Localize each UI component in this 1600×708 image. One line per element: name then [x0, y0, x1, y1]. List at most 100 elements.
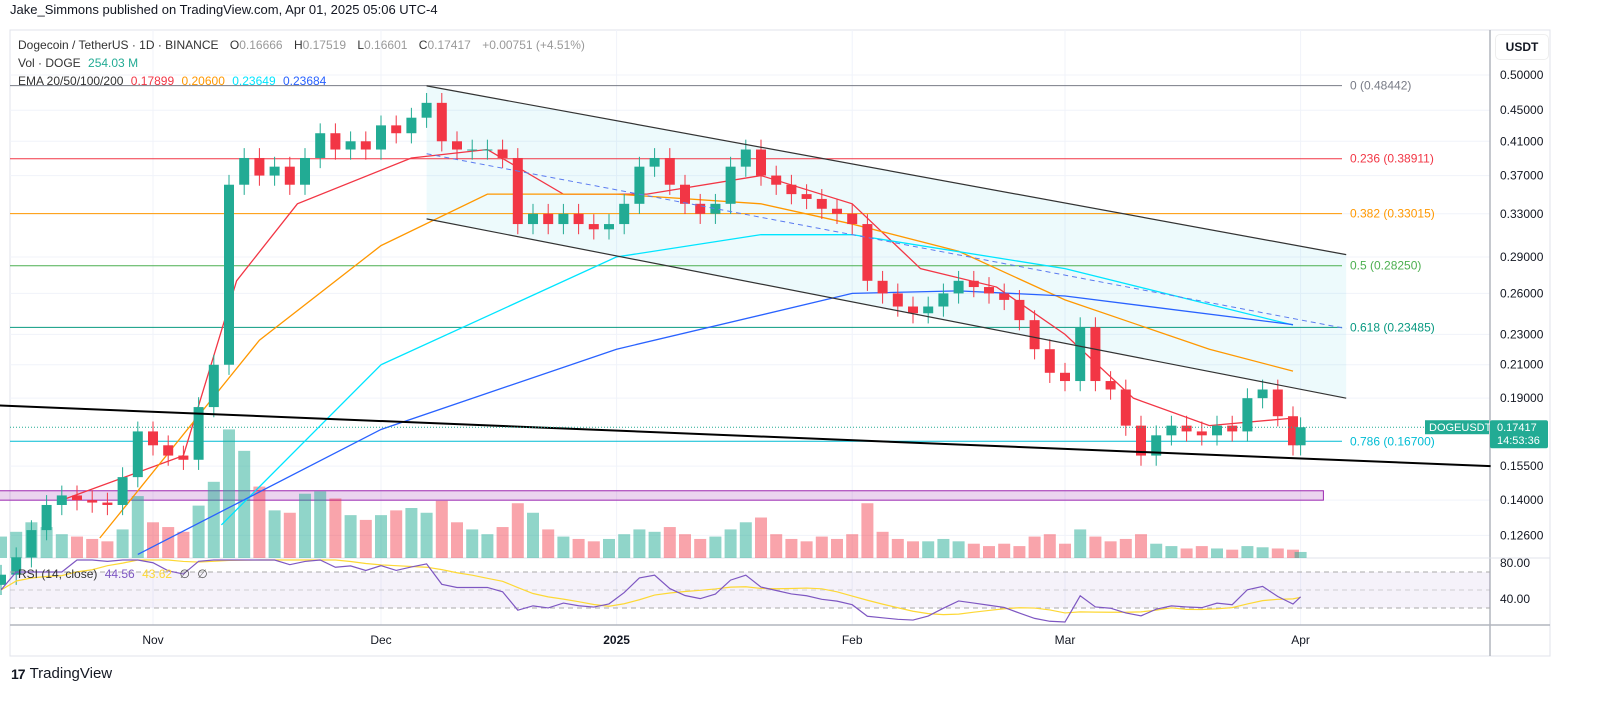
volume-bar [466, 529, 479, 558]
candle-body [573, 213, 584, 225]
candle-body [801, 194, 812, 199]
candle [87, 490, 98, 513]
candle-body [1014, 299, 1025, 321]
candle [1272, 379, 1283, 427]
high-value: 0.17519 [302, 38, 347, 52]
volume-bar [587, 541, 600, 558]
candle-body [1029, 320, 1040, 350]
currency-button[interactable]: USDT [1495, 34, 1549, 60]
candle [832, 198, 842, 224]
candle-body [695, 203, 706, 214]
volume-bar [770, 534, 783, 558]
volume-bar [435, 500, 448, 558]
candle [239, 148, 250, 195]
candle [117, 467, 128, 516]
tradingview-logo[interactable]: 17 TradingView [11, 665, 112, 682]
time-tick-label: Mar [1055, 633, 1076, 647]
candle-body [588, 224, 599, 230]
volume-bar [755, 517, 767, 558]
candle [436, 92, 447, 152]
candle-body [391, 125, 402, 134]
candle-body [664, 157, 675, 185]
symbol-legend: Dogecoin / TetherUS · 1D · BINANCE O0.16… [18, 38, 589, 52]
volume-bar [511, 503, 524, 558]
volume-bar [71, 536, 83, 558]
ema-label[interactable]: EMA 20/50/100/200 [18, 74, 124, 88]
candle-body [132, 431, 143, 478]
candle-body [847, 213, 858, 225]
candle-body [923, 306, 934, 314]
candle [740, 139, 751, 177]
rsi-label[interactable]: RSI (14, close) [18, 567, 98, 581]
candle-body [984, 287, 994, 294]
volume-bar [1165, 546, 1178, 558]
candle [862, 214, 873, 291]
volume-label[interactable]: Vol · DOGE [18, 56, 81, 70]
last-price-badge [1490, 420, 1548, 449]
candle [452, 131, 462, 160]
volume-bar [420, 512, 433, 558]
candle [604, 214, 614, 240]
volume-bar [937, 538, 950, 558]
volume-bar [1059, 543, 1071, 558]
rsi-legend: RSI (14, close) 44.56 43.62 ∅ ∅ [18, 567, 212, 581]
candle [132, 421, 143, 488]
volume-bar [329, 498, 342, 558]
candle [41, 495, 52, 541]
candle [1166, 415, 1177, 446]
high-label: H [293, 38, 303, 52]
volume-bar [131, 496, 144, 558]
volume-value: 254.03 M [88, 56, 139, 70]
volume-bar [557, 536, 570, 558]
candle [573, 203, 584, 235]
volume-bar [1195, 546, 1208, 558]
candle-body [56, 495, 67, 505]
candle [1014, 290, 1025, 331]
time-tick-label: Feb [842, 633, 863, 647]
rsi-tick-label: 80.00 [1500, 556, 1530, 570]
candle-body [452, 141, 462, 150]
candle [178, 445, 189, 470]
volume-bar [739, 522, 752, 558]
candle [300, 148, 310, 195]
time-tick-label: Dec [370, 633, 391, 647]
rsi-line [0, 559, 1302, 623]
symbol-name[interactable]: Dogecoin / TetherUS · 1D · BINANCE [18, 38, 219, 52]
candle-body [193, 407, 204, 460]
candle-body [512, 157, 523, 225]
candle-body [1257, 389, 1268, 399]
candle-body [269, 166, 280, 176]
price-tick-label: 0.33000 [1500, 207, 1544, 221]
publisher-line: Jake_Simmons published on TradingView.co… [10, 2, 438, 17]
candle-body [1044, 349, 1055, 373]
volume-bar [162, 527, 175, 558]
candle-body [862, 224, 873, 281]
candle [467, 139, 478, 160]
candle [558, 203, 569, 235]
candle-body [968, 280, 979, 288]
price-tick-label: 0.37000 [1500, 169, 1544, 183]
volume-bar [299, 493, 311, 558]
candle-body [680, 184, 690, 204]
rsi-extra-2: ∅ [197, 567, 208, 581]
candle [11, 547, 22, 585]
candle [163, 435, 174, 466]
close-value: 0.17417 [427, 38, 471, 52]
volume-bar [633, 529, 646, 558]
candle-body [604, 224, 614, 230]
candle-body [528, 213, 538, 225]
candle-body [558, 213, 569, 225]
trendline [0, 404, 1491, 468]
price-tick-label: 0.12600 [1500, 528, 1544, 542]
price-tick-label: 0.14000 [1500, 493, 1544, 507]
volume-bar [1089, 536, 1102, 558]
ema200-value: 0.23684 [282, 74, 327, 88]
volume-legend: Vol · DOGE 254.03 M [18, 56, 142, 70]
candle [999, 283, 1010, 311]
candle-body [300, 157, 310, 185]
price-tick-label: 0.50000 [1500, 68, 1544, 82]
candle [664, 148, 675, 195]
candle-body [649, 157, 660, 167]
fib-level-label: 0.786 (0.16700) [1350, 434, 1435, 448]
